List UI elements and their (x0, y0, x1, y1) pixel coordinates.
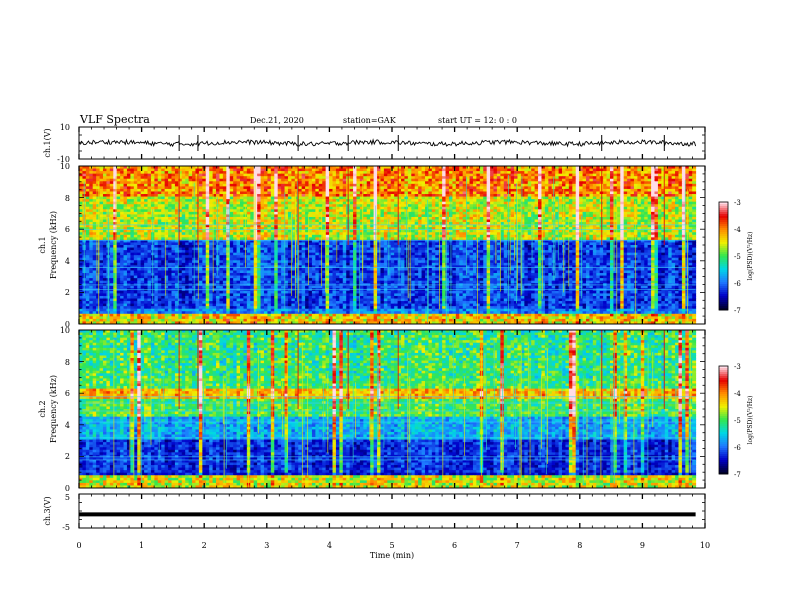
start-time-label: start UT = 12: 0 : 0 (438, 116, 517, 125)
date-label: Dec.21, 2020 (250, 116, 304, 125)
station-label: station=GAK (343, 116, 397, 125)
ch1-ytick-top: 10 (60, 123, 70, 132)
ch1-waveform-line (79, 140, 696, 146)
ch1-spectrogram-panel: ch.1 Frequency (kHz) 0 2 4 6 8 10 (38, 162, 705, 329)
ch1-waveform-plot (79, 135, 696, 151)
ch1-spectrogram-image (79, 166, 705, 325)
ch1-waveform-panel: ch.1(V) 10 -10 (43, 123, 705, 164)
figure-title: VLF Spectra (79, 113, 150, 126)
ch1-waveform-ylabel: ch.1(V) (43, 128, 52, 157)
